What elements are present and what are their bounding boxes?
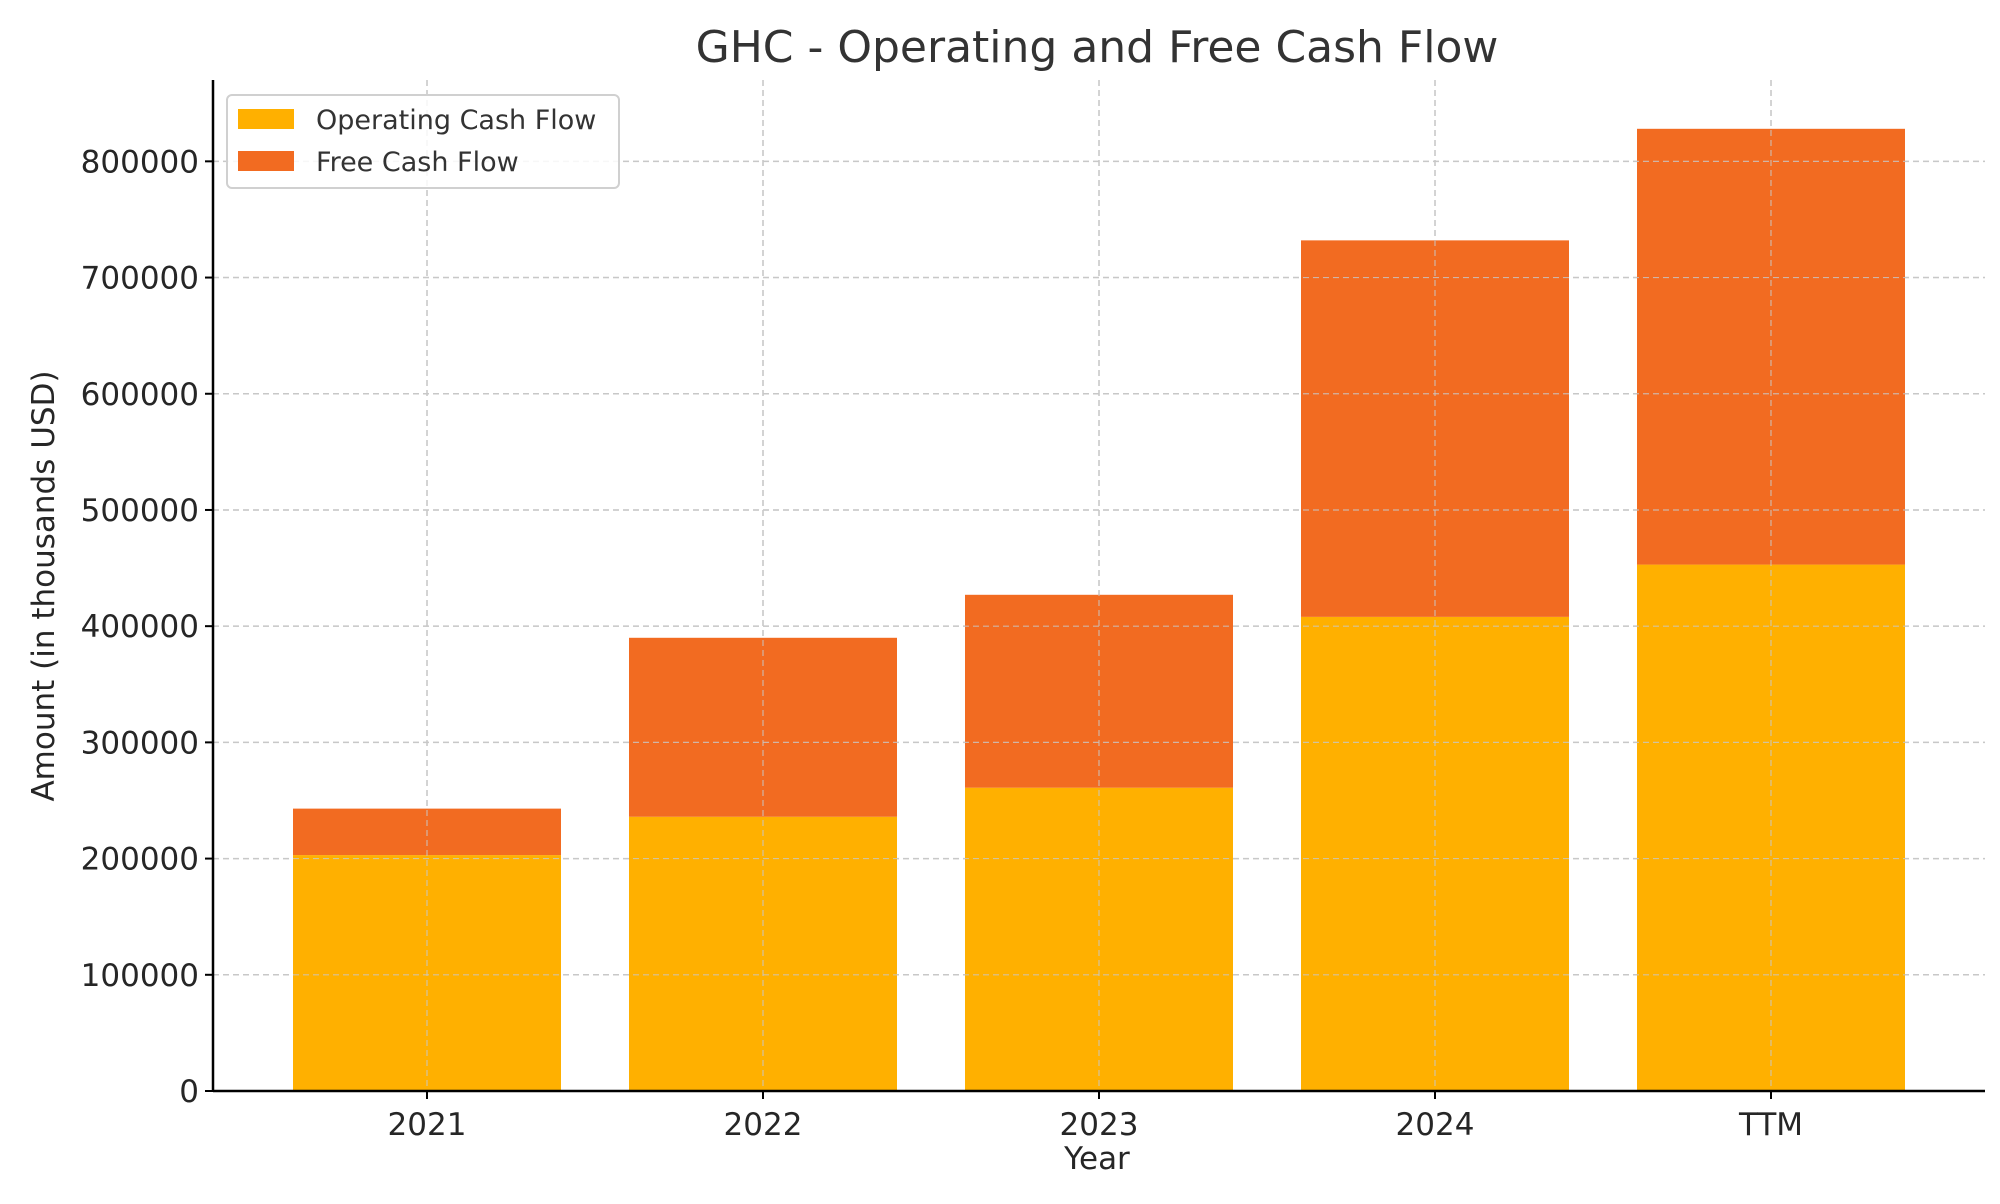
y-tick-label: 200000 (81, 842, 199, 878)
y-tick-label: 300000 (81, 725, 199, 761)
y-tick-label: 400000 (81, 609, 199, 645)
y-axis-label: Amount (in thousands USD) (26, 370, 62, 801)
chart-title: GHC - Operating and Free Cash Flow (696, 22, 1499, 73)
axes (205, 80, 1985, 1099)
y-tick-label: 600000 (81, 377, 199, 413)
x-tick-label: 2024 (1396, 1107, 1475, 1143)
bars (213, 80, 1985, 1091)
y-tick-label: 700000 (81, 261, 199, 297)
x-tick-label: 2023 (1060, 1107, 1139, 1143)
y-tick-label: 500000 (81, 493, 199, 529)
x-tick-label: 2021 (388, 1107, 467, 1143)
legend: Operating Cash Flow Free Cash Flow (226, 94, 620, 189)
legend-label: Free Cash Flow (316, 147, 519, 178)
x-tick-label: TTM (1738, 1107, 1803, 1143)
tick-labels: 0 100000 200000 300000 400000 500000 600000 700… (81, 144, 1803, 1143)
legend-swatch-free-cash-flow (238, 151, 294, 171)
y-tick-label: 0 (179, 1074, 199, 1110)
legend-swatch-operating-cash-flow (238, 109, 294, 129)
x-axis-label: Year (1063, 1141, 1130, 1177)
legend-box (226, 94, 620, 189)
y-tick-label: 800000 (81, 144, 199, 180)
y-tick-label: 100000 (81, 958, 199, 994)
x-tick-label: 2022 (724, 1107, 803, 1143)
legend-label: Operating Cash Flow (316, 105, 596, 136)
bar-free-cash-flow-2022 (629, 637, 897, 817)
